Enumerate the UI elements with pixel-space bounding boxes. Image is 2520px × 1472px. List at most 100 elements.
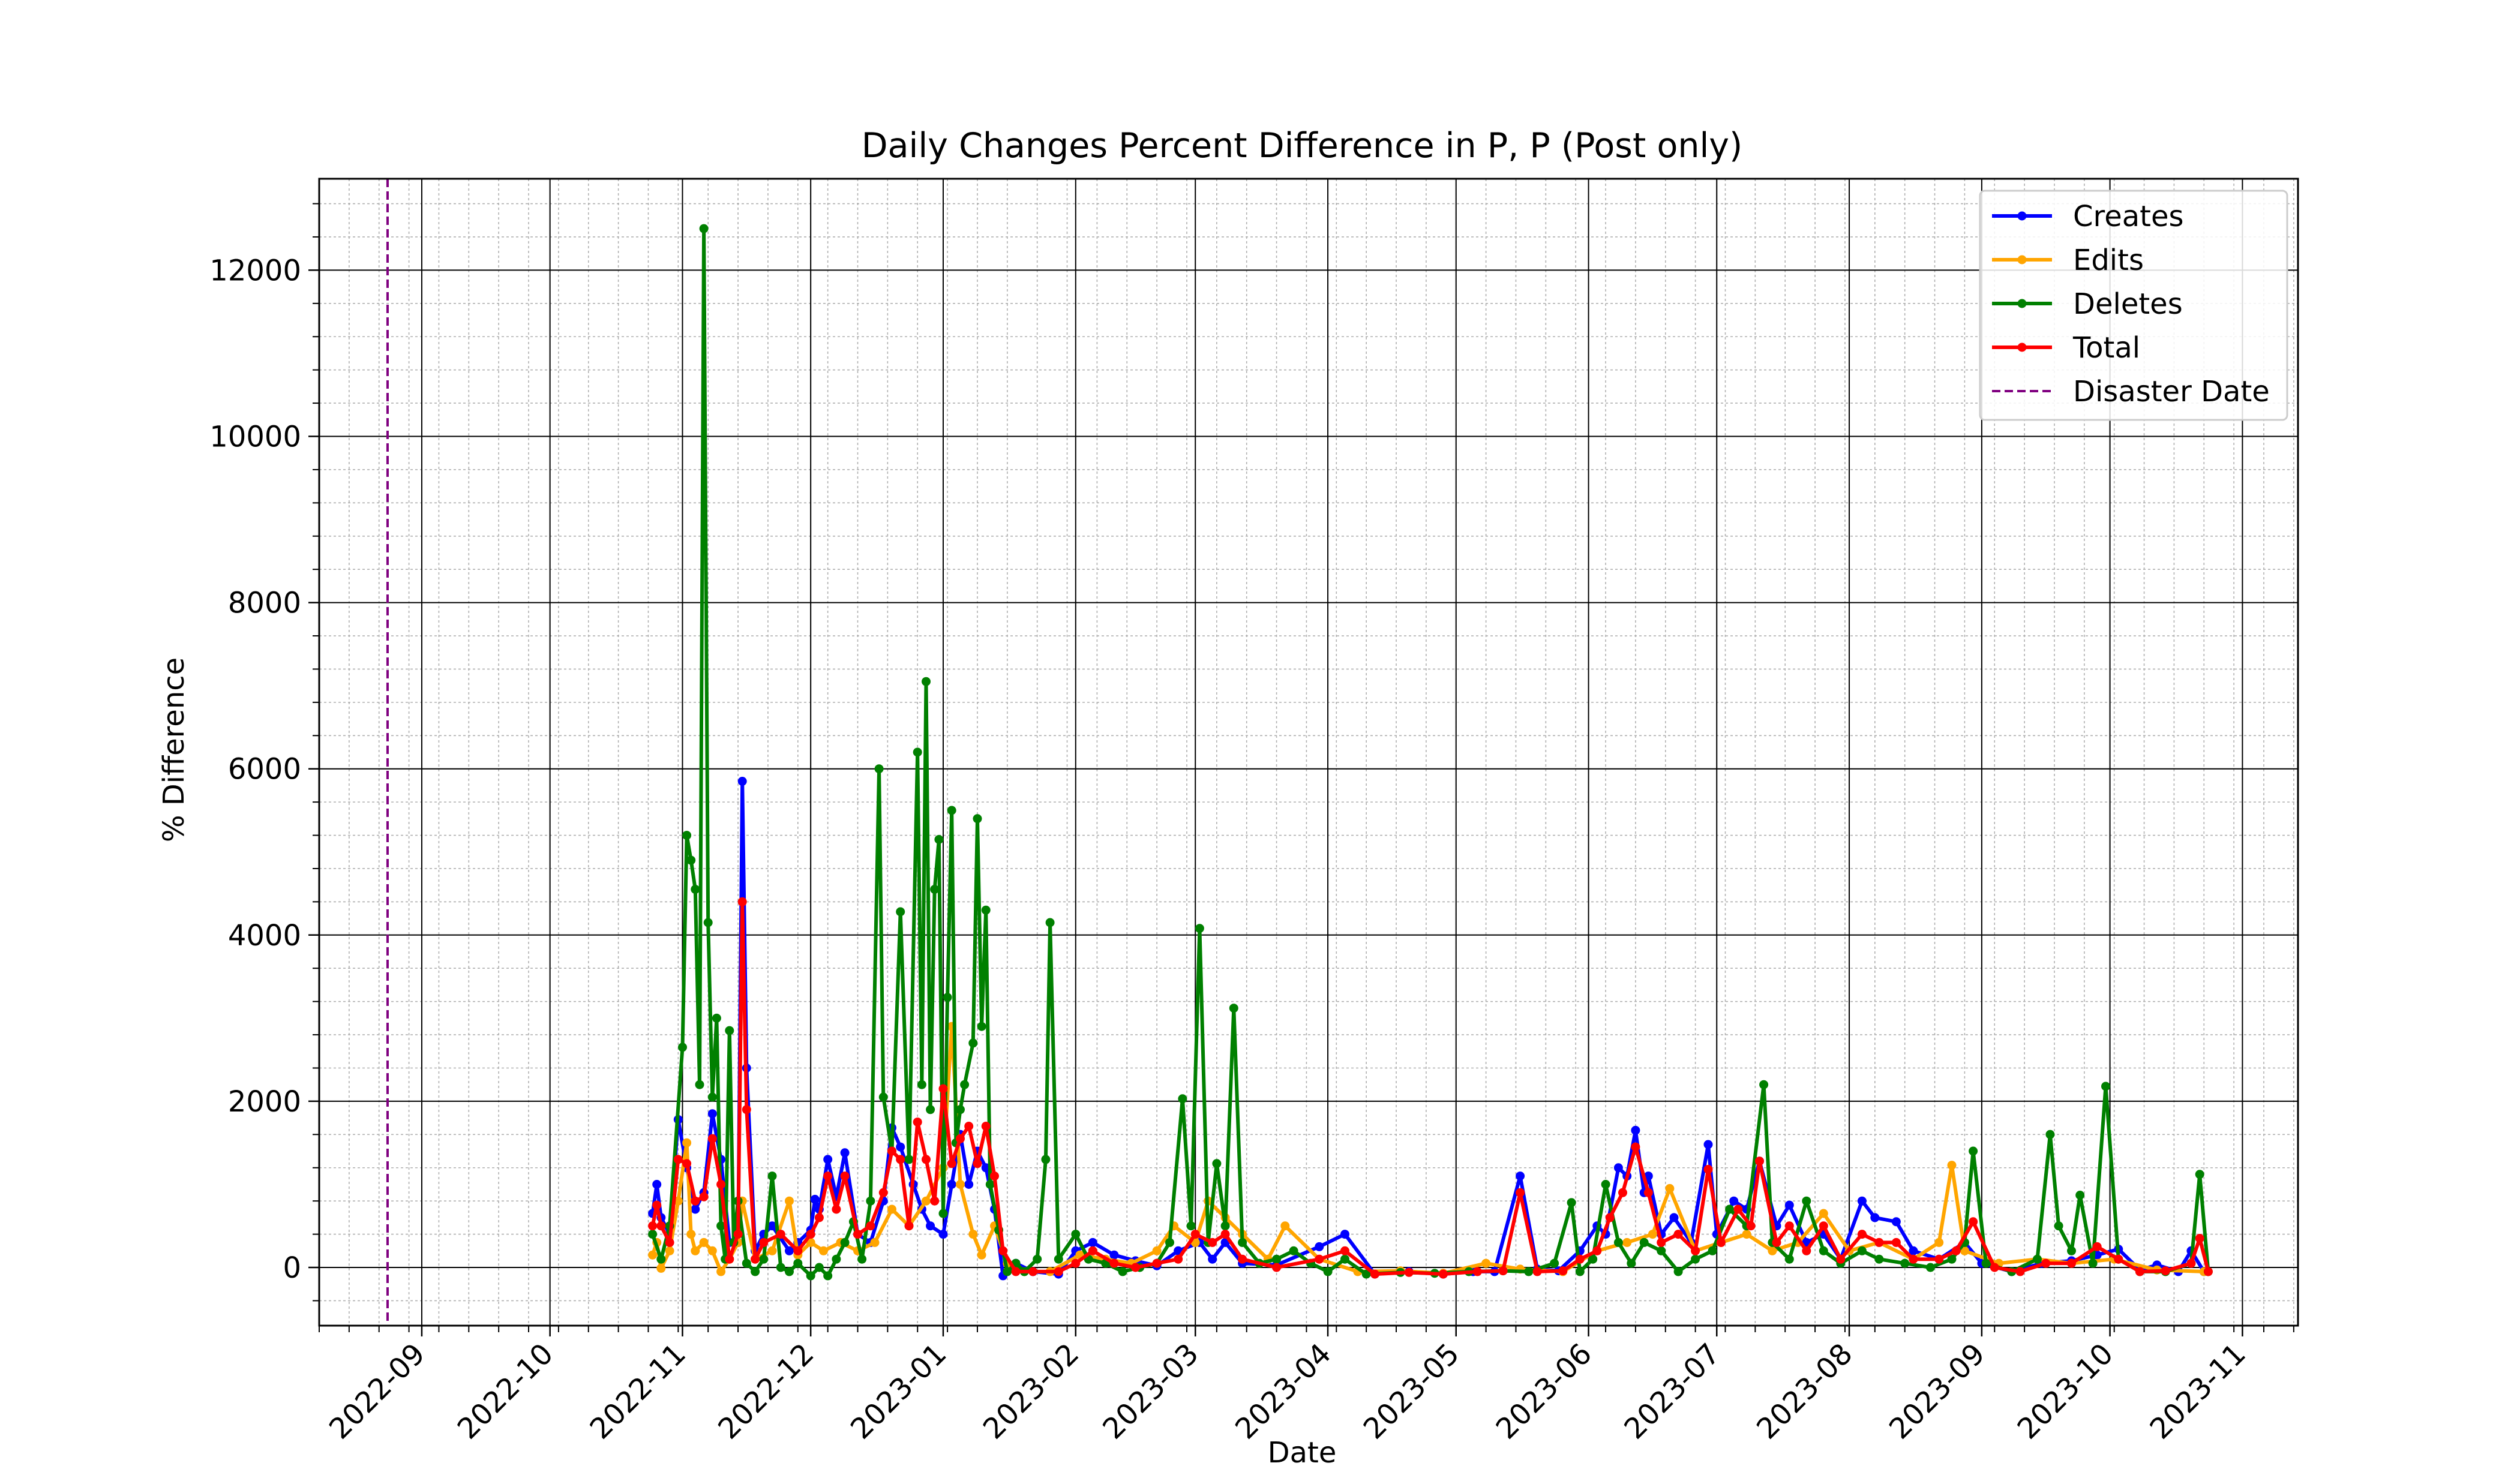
data-point: [691, 1196, 700, 1206]
data-point: [1627, 1258, 1636, 1268]
data-point: [1588, 1254, 1598, 1264]
data-point: [1691, 1246, 1700, 1255]
data-point: [725, 1254, 734, 1264]
data-point: [878, 1092, 888, 1102]
data-point: [1071, 1258, 1081, 1268]
data-point: [866, 1221, 875, 1231]
y-tick-label: 6000: [228, 753, 301, 786]
data-point: [1524, 1267, 1534, 1276]
legend-label: Total: [2072, 331, 2140, 365]
data-point: [1011, 1267, 1021, 1276]
data-point: [751, 1254, 760, 1264]
data-point: [1819, 1221, 1828, 1231]
data-point: [699, 1192, 709, 1201]
data-point: [1969, 1146, 1978, 1156]
data-point: [960, 1080, 970, 1089]
data-point: [1981, 1258, 1991, 1268]
data-point: [1657, 1246, 1666, 1255]
data-point: [917, 1080, 926, 1089]
data-point: [682, 1159, 692, 1168]
data-point: [1041, 1155, 1051, 1164]
data-point: [707, 1246, 717, 1255]
data-point: [656, 1221, 666, 1231]
data-point: [767, 1221, 777, 1231]
data-point: [1891, 1237, 1901, 1247]
data-point: [913, 747, 922, 757]
data-point: [1909, 1246, 1918, 1255]
data-point: [904, 1221, 914, 1231]
data-point: [938, 1209, 948, 1218]
data-point: [716, 1267, 726, 1276]
data-point: [1438, 1269, 1448, 1279]
data-point: [1229, 1004, 1238, 1013]
data-point: [1673, 1267, 1683, 1276]
data-point: [2045, 1129, 2055, 1139]
data-point: [1703, 1165, 1713, 1174]
data-point: [1238, 1254, 1247, 1264]
data-point: [1003, 1267, 1012, 1276]
legend-marker: [2017, 343, 2027, 352]
data-point: [1481, 1258, 1491, 1268]
data-point: [1742, 1230, 1751, 1239]
data-point: [648, 1230, 658, 1239]
data-point: [866, 1196, 875, 1206]
y-tick-label: 10000: [209, 420, 301, 454]
data-point: [1934, 1237, 1944, 1247]
data-point: [682, 1138, 692, 1147]
data-point: [2195, 1170, 2204, 1179]
data-point: [887, 1204, 896, 1214]
data-point: [1891, 1217, 1901, 1227]
data-point: [1631, 1142, 1640, 1152]
data-point: [943, 993, 952, 1002]
data-point: [1613, 1237, 1623, 1247]
data-point: [699, 1237, 709, 1247]
data-point: [964, 1180, 974, 1189]
data-point: [922, 1196, 931, 1206]
data-point: [1716, 1237, 1726, 1247]
data-point: [814, 1263, 824, 1272]
data-point: [1874, 1254, 1884, 1264]
data-point: [1220, 1221, 1230, 1231]
data-point: [1673, 1230, 1683, 1239]
data-point: [840, 1148, 850, 1158]
data-point: [968, 1038, 978, 1048]
data-point: [956, 1180, 965, 1189]
data-point: [840, 1237, 850, 1247]
data-point: [1622, 1237, 1632, 1247]
data-point: [1857, 1196, 1867, 1206]
data-point: [1340, 1254, 1349, 1264]
data-point: [1925, 1263, 1935, 1272]
data-point: [1900, 1258, 1910, 1268]
data-point: [648, 1250, 658, 1260]
data-point: [2186, 1258, 2196, 1268]
data-point: [840, 1171, 850, 1181]
data-point: [896, 907, 905, 917]
data-point: [686, 855, 696, 865]
data-point: [832, 1204, 841, 1214]
data-point: [691, 1204, 700, 1214]
data-point: [1028, 1267, 1038, 1276]
data-point: [1665, 1183, 1675, 1193]
data-point: [938, 1230, 948, 1239]
minor-grid: [319, 179, 2298, 1326]
data-point: [934, 835, 944, 844]
data-point: [1323, 1267, 1333, 1276]
data-point: [985, 1180, 995, 1189]
data-point: [806, 1230, 815, 1239]
data-point: [776, 1230, 785, 1239]
series-total: [648, 897, 2213, 1279]
data-point: [926, 1105, 935, 1114]
data-point: [904, 1155, 914, 1164]
data-point: [1990, 1263, 1999, 1272]
data-point: [699, 224, 709, 233]
data-point: [1118, 1267, 1127, 1276]
data-point: [665, 1237, 674, 1247]
data-point: [759, 1237, 769, 1247]
data-point: [1289, 1246, 1298, 1255]
data-point: [1575, 1254, 1585, 1264]
data-point: [1909, 1254, 1918, 1264]
data-point: [998, 1246, 1008, 1255]
data-point: [896, 1142, 905, 1152]
data-point: [1516, 1171, 1525, 1181]
data-point: [1567, 1198, 1576, 1207]
